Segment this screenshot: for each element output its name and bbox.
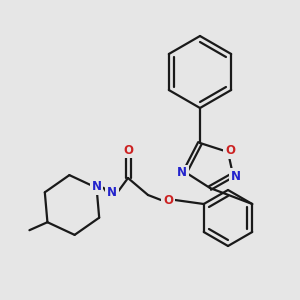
Text: N: N [92,180,102,193]
Text: N: N [177,167,187,179]
Text: O: O [225,145,235,158]
Text: O: O [123,143,133,157]
Text: N: N [107,187,117,200]
Text: O: O [163,194,173,206]
Text: N: N [231,169,241,182]
